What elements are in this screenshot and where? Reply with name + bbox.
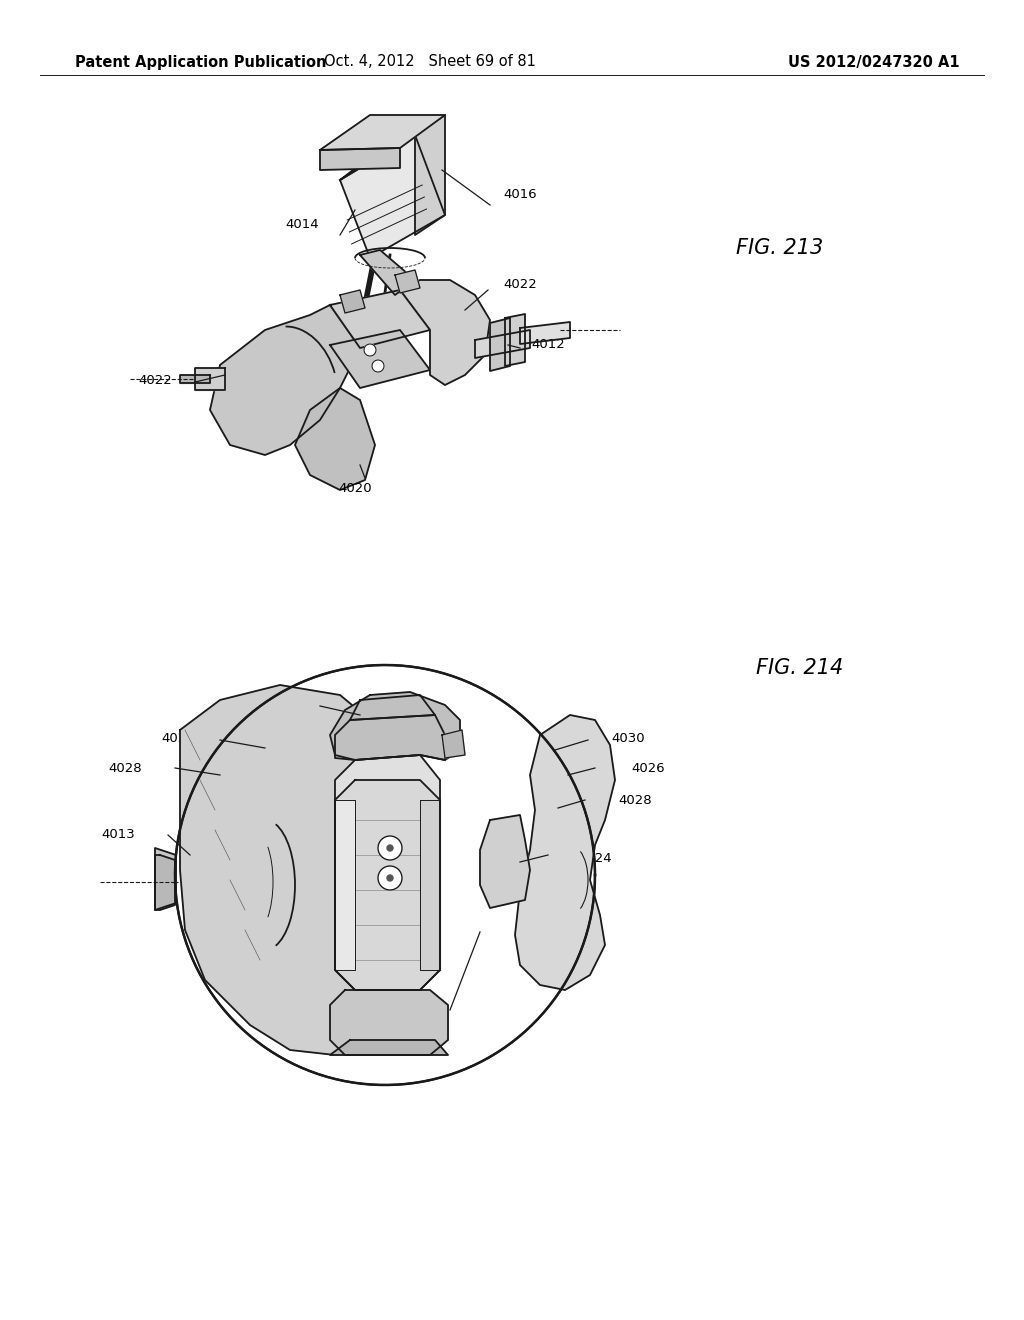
Polygon shape — [330, 692, 460, 760]
Text: 4030: 4030 — [273, 689, 307, 702]
Polygon shape — [490, 318, 510, 371]
Text: 4022: 4022 — [161, 731, 195, 744]
Polygon shape — [330, 1040, 449, 1055]
Text: 4016: 4016 — [503, 189, 537, 202]
Text: 4018: 4018 — [503, 932, 537, 945]
Circle shape — [378, 836, 402, 861]
Circle shape — [372, 360, 384, 372]
Text: 4026: 4026 — [631, 762, 665, 775]
Polygon shape — [505, 314, 525, 366]
Polygon shape — [480, 814, 530, 908]
Text: 4014: 4014 — [286, 219, 318, 231]
Polygon shape — [400, 280, 490, 385]
Polygon shape — [180, 685, 385, 1055]
Text: 4020: 4020 — [338, 482, 372, 495]
Text: 4028: 4028 — [618, 793, 652, 807]
Polygon shape — [319, 115, 445, 150]
Text: 4030: 4030 — [611, 731, 645, 744]
Polygon shape — [335, 780, 440, 990]
Polygon shape — [195, 368, 225, 389]
Text: FIG. 213: FIG. 213 — [736, 238, 823, 257]
Text: 4024: 4024 — [579, 851, 611, 865]
Polygon shape — [340, 135, 445, 257]
Text: 4022: 4022 — [503, 279, 537, 292]
Text: 4022: 4022 — [138, 374, 172, 387]
Polygon shape — [330, 330, 430, 388]
Polygon shape — [415, 115, 445, 235]
Text: FIG. 214: FIG. 214 — [757, 657, 844, 678]
Polygon shape — [335, 755, 440, 990]
Polygon shape — [175, 665, 595, 1085]
Polygon shape — [340, 290, 365, 313]
Text: Oct. 4, 2012   Sheet 69 of 81: Oct. 4, 2012 Sheet 69 of 81 — [324, 54, 536, 70]
Polygon shape — [319, 148, 400, 170]
Polygon shape — [360, 249, 415, 294]
Polygon shape — [335, 800, 355, 970]
Polygon shape — [420, 800, 440, 970]
Polygon shape — [330, 290, 430, 348]
Polygon shape — [520, 322, 570, 345]
Polygon shape — [180, 375, 210, 383]
Polygon shape — [210, 305, 360, 455]
Polygon shape — [350, 696, 435, 719]
Polygon shape — [395, 271, 420, 293]
Polygon shape — [475, 330, 530, 358]
Circle shape — [378, 866, 402, 890]
Circle shape — [387, 875, 393, 880]
Polygon shape — [442, 730, 465, 758]
Text: 4012: 4012 — [531, 338, 565, 351]
Polygon shape — [295, 388, 375, 490]
Text: US 2012/0247320 A1: US 2012/0247320 A1 — [788, 54, 961, 70]
Polygon shape — [340, 115, 445, 180]
Polygon shape — [330, 990, 449, 1055]
Polygon shape — [155, 855, 175, 909]
Text: Patent Application Publication: Patent Application Publication — [75, 54, 327, 70]
Circle shape — [364, 345, 376, 356]
Polygon shape — [155, 847, 176, 909]
Circle shape — [387, 845, 393, 851]
Text: 4013: 4013 — [101, 829, 135, 842]
Polygon shape — [515, 715, 615, 990]
Text: 4028: 4028 — [109, 762, 141, 775]
Polygon shape — [335, 715, 445, 760]
